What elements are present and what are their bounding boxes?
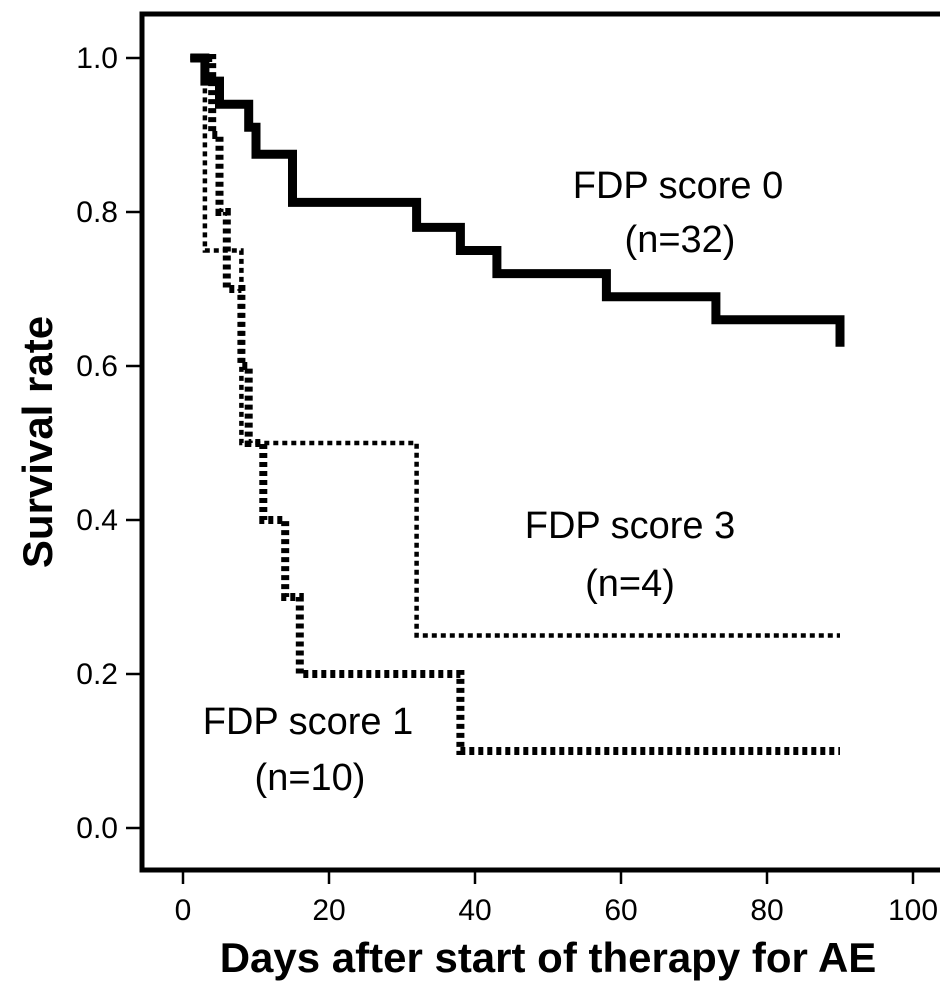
x-tick-label: 40	[458, 894, 491, 927]
y-tick-label: 0.2	[76, 658, 118, 691]
series-label-score3-line1: FDP score 3	[525, 505, 735, 547]
series-line-0	[190, 53, 845, 347]
series-label-score1-line1: FDP score 1	[203, 701, 413, 743]
y-tick-label: 0.6	[76, 350, 118, 383]
y-tick-label: 0.8	[76, 196, 118, 229]
series-label-score3-line2: (n=4)	[585, 563, 675, 605]
y-tick-label: 0.4	[76, 504, 118, 537]
x-tick-label: 100	[888, 894, 938, 927]
x-axis: 0 20 40 60 80 100	[175, 870, 938, 927]
series-line-2	[190, 55, 840, 638]
y-tick-label: 1.0	[76, 42, 118, 75]
y-tick-label: 0.0	[76, 812, 118, 845]
x-tick-label: 0	[175, 894, 192, 927]
series-label-score1-line2: (n=10)	[255, 757, 366, 799]
series-label-score0-line1: FDP score 0	[573, 165, 783, 207]
y-axis: 0.0 0.2 0.4 0.6 0.8 1.0	[76, 42, 142, 845]
series-label-score0-line2: (n=32)	[625, 219, 736, 261]
plot-frame	[139, 11, 940, 873]
x-axis-title: Days after start of therapy for AE	[220, 934, 877, 981]
y-axis-title: Survival rate	[14, 316, 61, 568]
x-tick-label: 80	[750, 894, 783, 927]
series-line-1	[190, 54, 840, 755]
x-tick-label: 60	[604, 894, 637, 927]
survival-curves	[190, 53, 845, 755]
x-tick-label: 20	[312, 894, 345, 927]
